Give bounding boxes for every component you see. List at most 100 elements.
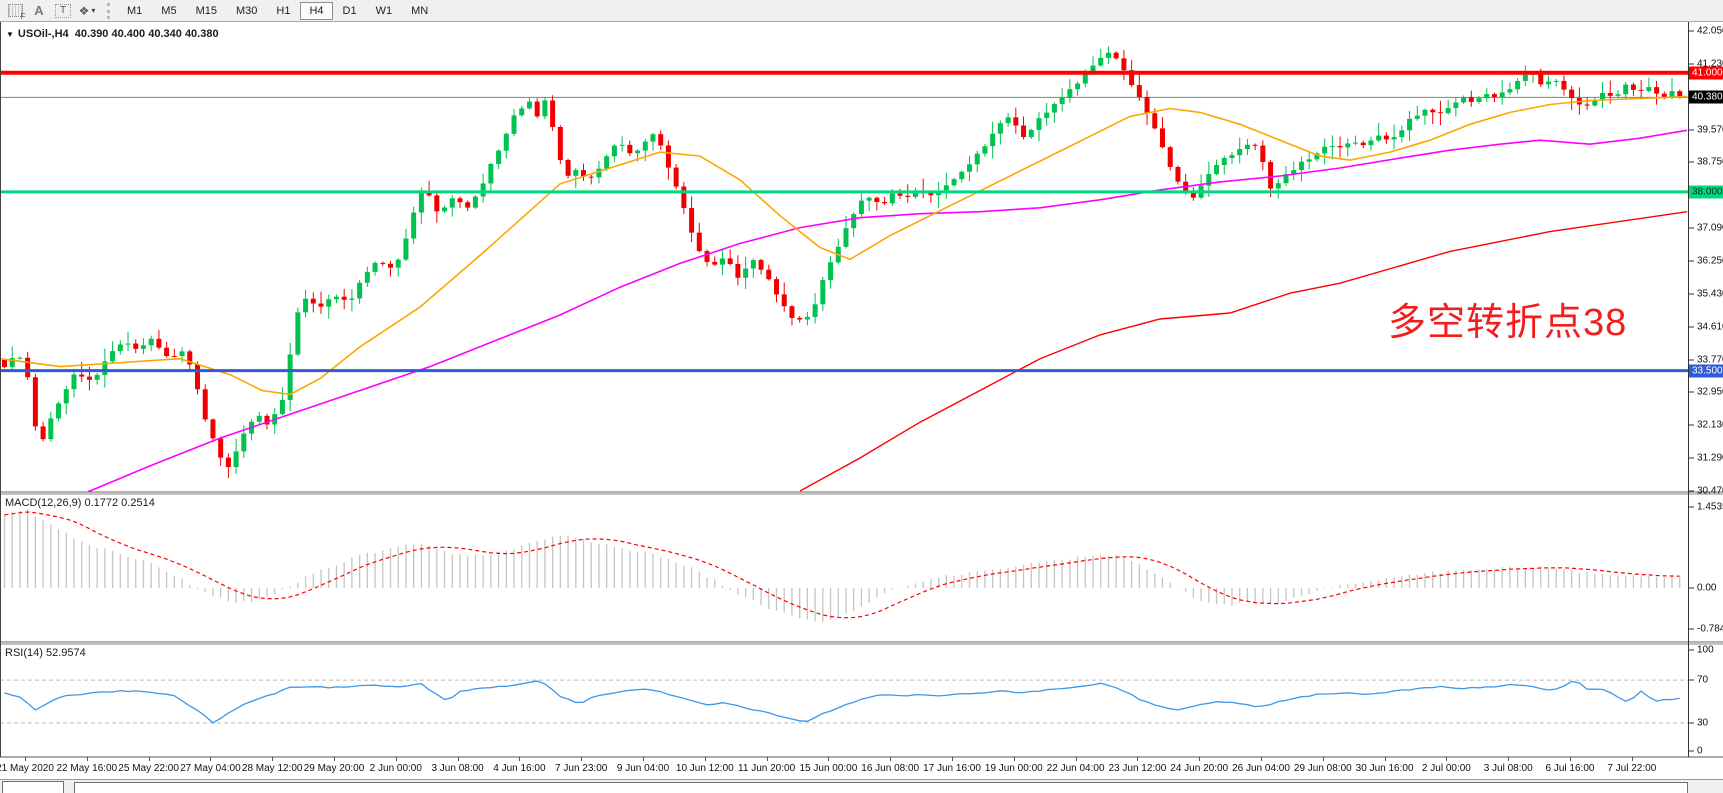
price-tick-label: 38.750 xyxy=(1697,156,1723,168)
timeframe-button-M30[interactable]: M30 xyxy=(235,4,258,17)
time-tick-mark xyxy=(1446,757,1448,761)
price-tick-label: 34.610 xyxy=(1697,321,1723,333)
rsi-tick-label: 30 xyxy=(1697,717,1709,729)
bottom-tab-strip xyxy=(0,779,1723,793)
time-tick-mark xyxy=(457,757,459,761)
price-tick-mark xyxy=(1689,359,1694,361)
time-axis-label: 22 May 16:00 xyxy=(56,763,118,774)
timeframe-button-D1[interactable]: D1 xyxy=(342,4,357,17)
chart-tab[interactable] xyxy=(2,781,64,793)
symbol-period-label: USOil-,H4 xyxy=(17,28,69,40)
time-tick-mark xyxy=(25,757,26,761)
crosshair-grid-icon[interactable]: F xyxy=(3,2,27,21)
time-tick-mark xyxy=(1322,757,1324,761)
toolbar-grip[interactable] xyxy=(107,2,112,19)
macd-tick-label: 1.4535 xyxy=(1697,501,1723,513)
time-tick-mark xyxy=(1075,757,1077,761)
price-tick-label: 41.230 xyxy=(1697,58,1723,70)
time-axis-label: 22 Jun 04:00 xyxy=(1046,763,1105,774)
price-tick-mark xyxy=(1689,129,1694,130)
time-axis-label: 7 Jun 23:00 xyxy=(555,763,608,774)
macd-tick-label: 0.00 xyxy=(1697,582,1717,594)
price-tick-label: 42.050 xyxy=(1697,25,1723,37)
rsi-tick-label: 100 xyxy=(1697,644,1714,656)
time-axis-label: 15 Jun 00:00 xyxy=(799,763,858,774)
time-tick-mark xyxy=(952,757,953,761)
price-tick-mark xyxy=(1689,63,1694,65)
time-tick-mark xyxy=(581,757,583,761)
time-axis-label: 2 Jul 00:00 xyxy=(1421,763,1471,774)
price-tick-mark xyxy=(1689,424,1694,426)
price-tick-label: 37.090 xyxy=(1697,222,1723,234)
time-tick-mark xyxy=(395,757,397,761)
time-axis-label: 7 Jul 22:00 xyxy=(1607,763,1657,774)
time-tick-mark xyxy=(828,757,830,761)
price-tick-mark xyxy=(1689,260,1694,262)
time-axis-label: 16 Jun 08:00 xyxy=(861,763,920,774)
time-tick-mark xyxy=(890,757,892,761)
time-axis-label: 2 Jun 00:00 xyxy=(369,763,422,774)
dropdown-caret-icon[interactable]: ▾ xyxy=(91,6,96,15)
macd-indicator-label: MACD(12,26,9) 0.1772 0.2514 xyxy=(5,497,155,509)
price-tick-mark xyxy=(1689,490,1694,492)
macd-tick-mark xyxy=(1689,587,1694,589)
chart-text-annotation[interactable]: 多空转折点38 xyxy=(1388,302,1628,344)
timeframe-button-M1[interactable]: M1 xyxy=(127,4,143,17)
grid-icon-sub: F xyxy=(20,12,26,21)
time-axis-label: 29 May 20:00 xyxy=(303,763,365,774)
time-axis-label: 24 Jun 20:00 xyxy=(1170,763,1229,774)
time-tick-mark xyxy=(766,757,768,761)
time-axis-label: 3 Jun 08:00 xyxy=(431,763,484,774)
time-tick-mark xyxy=(334,757,335,761)
time-axis-label: 3 Jul 08:00 xyxy=(1483,763,1533,774)
rsi-tick-label: 0 xyxy=(1697,745,1703,757)
time-axis-label: 11 Jun 20:00 xyxy=(738,763,796,774)
time-tick-mark xyxy=(704,757,706,761)
text-label-icon[interactable]: A xyxy=(34,3,44,18)
timeframe-button-M5[interactable]: M5 xyxy=(161,4,177,17)
time-axis-label: 4 Jun 16:00 xyxy=(493,763,546,774)
price-badge-41.000: 41.000 xyxy=(1689,66,1723,80)
time-tick-mark xyxy=(1137,757,1139,761)
macd-tick-label: -0.7845 xyxy=(1697,623,1723,635)
time-tick-mark xyxy=(272,757,274,761)
shapes-icon[interactable]: ❖ ▾ xyxy=(78,3,96,18)
price-tick-mark xyxy=(1689,391,1694,393)
macd-tick-mark xyxy=(1689,628,1694,630)
price-tick-label: 30.470 xyxy=(1697,485,1723,497)
time-axis-label: 25 May 22:00 xyxy=(118,763,179,774)
time-tick-mark xyxy=(210,757,212,761)
price-tick-mark xyxy=(1689,457,1694,459)
time-tick-mark xyxy=(1570,757,1571,761)
timeframe-button-M15[interactable]: M15 xyxy=(195,4,217,17)
price-badge-33.500: 33.500 xyxy=(1689,364,1723,378)
time-axis-label: 29 Jun 08:00 xyxy=(1293,763,1352,774)
timeframe-button-W1[interactable]: W1 xyxy=(375,4,393,17)
timeframe-button-H4[interactable]: H4 xyxy=(300,1,333,20)
time-tick-mark xyxy=(86,757,88,761)
time-tick-mark xyxy=(1508,757,1510,761)
timeframe-button-H1[interactable]: H1 xyxy=(276,4,291,17)
price-tick-label: 39.570 xyxy=(1697,124,1723,135)
time-axis-label: 10 Jun 12:00 xyxy=(675,763,734,774)
tab-scroll-strip[interactable] xyxy=(74,782,1688,793)
time-axis-label: 26 Jun 04:00 xyxy=(1232,763,1290,774)
price-tick-mark xyxy=(1689,293,1694,295)
time-tick-mark xyxy=(1013,757,1015,761)
price-tick-label: 31.290 xyxy=(1697,452,1723,464)
time-tick-mark xyxy=(1261,757,1262,761)
time-tick-mark xyxy=(519,757,521,761)
rsi-tick-mark xyxy=(1689,679,1694,681)
text-tool-icon[interactable]: T xyxy=(51,2,75,20)
chart-canvas[interactable] xyxy=(0,22,1723,793)
price-tick-label: 32.950 xyxy=(1697,386,1723,398)
time-axis-label: 19 Jun 00:00 xyxy=(984,763,1043,774)
close-value: 40.380 xyxy=(184,28,219,40)
rsi-tick-mark xyxy=(1689,649,1694,651)
time-tick-mark xyxy=(643,757,644,761)
price-tick-mark xyxy=(1689,227,1694,229)
chart-ohlc-header: ▼ USOil-,H4 40.390 40.400 40.340 40.380 xyxy=(6,28,219,40)
symbol-dropdown-icon[interactable]: ▼ xyxy=(6,30,14,39)
timeframe-button-MN[interactable]: MN xyxy=(411,4,429,17)
